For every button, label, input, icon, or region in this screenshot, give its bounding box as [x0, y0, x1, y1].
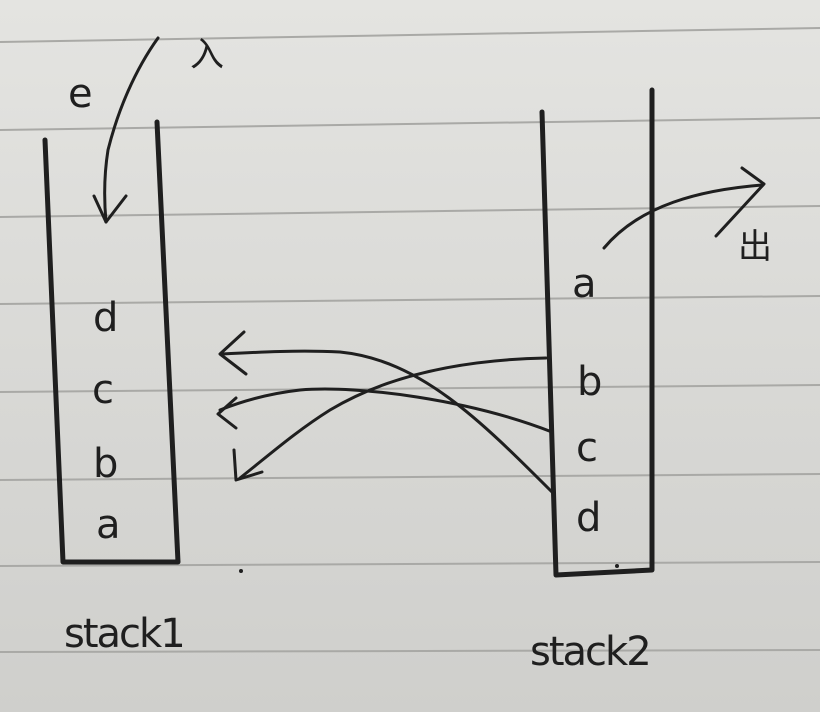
stack1-label: stack1	[64, 611, 186, 657]
stack1-item-3: b	[93, 441, 119, 487]
transfer-arrowhead-c	[216, 396, 238, 430]
pop-arrowhead	[714, 166, 766, 238]
transfer-arrow-d	[220, 349, 554, 494]
stack1-item-1: d	[93, 295, 119, 341]
stack1-container	[42, 119, 181, 565]
stack2-container	[539, 87, 655, 578]
ruled-lines	[0, 27, 820, 653]
push-arrow	[103, 36, 160, 224]
pop-arrow	[602, 183, 764, 250]
push-element-label: e	[68, 71, 93, 117]
push-marker: 入	[190, 35, 224, 75]
transfer-arrow-c	[218, 387, 554, 434]
stack2-label: stack2	[530, 629, 652, 675]
pop-marker: 出	[738, 227, 772, 267]
stack2-item-3: c	[576, 425, 598, 471]
stack2-item-4: d	[576, 495, 602, 541]
stack2-item-1: a	[572, 261, 597, 307]
ink-dot	[239, 569, 243, 573]
stack1-item-2: c	[92, 367, 114, 413]
transfer-arrowhead-b	[232, 448, 264, 482]
transfer-arrowhead-d	[218, 330, 248, 376]
stack1-item-4: a	[96, 502, 121, 548]
push-arrowhead	[92, 194, 128, 224]
stack2-item-2: b	[577, 359, 603, 405]
ink-dot	[615, 564, 619, 568]
transfer-arrow-b	[238, 356, 548, 480]
